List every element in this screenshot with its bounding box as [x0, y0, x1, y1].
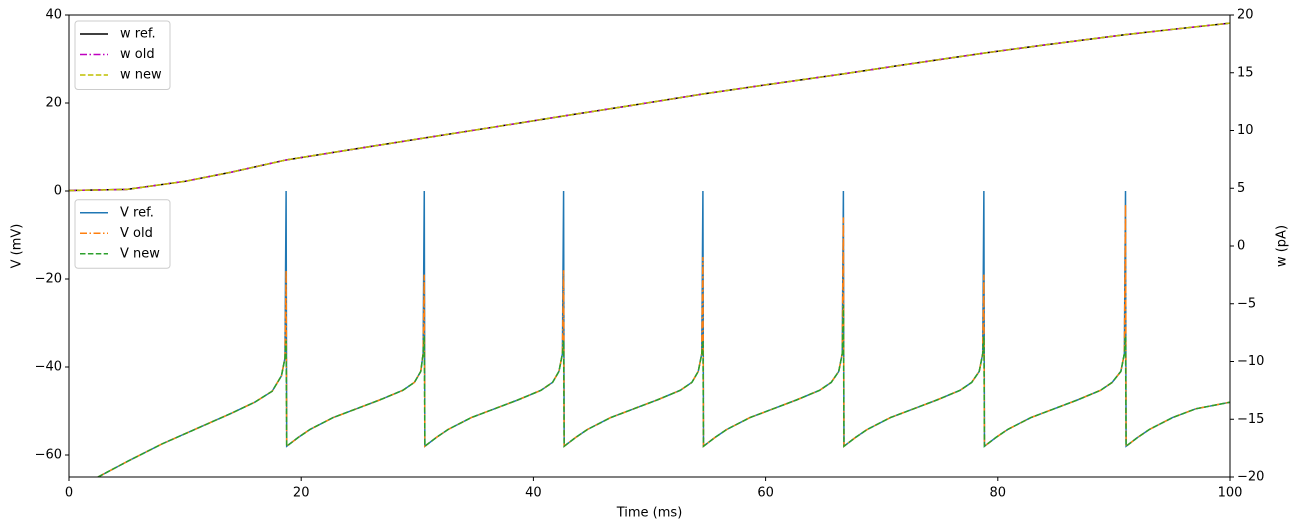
- series-line: [97, 204, 1230, 477]
- plot-lines: [69, 22, 1230, 477]
- series-line: [97, 305, 1230, 477]
- legend-label: V old: [120, 226, 153, 241]
- y2-axis-label: w (pA): [1275, 225, 1290, 267]
- y2-tick-label: −5: [1237, 296, 1256, 311]
- y-tick-label: −40: [35, 360, 62, 375]
- y2-tick-label: −20: [1237, 470, 1264, 485]
- x-tick-label: 20: [293, 486, 310, 501]
- series-line: [69, 22, 1230, 192]
- y-tick-label: 40: [45, 8, 62, 23]
- y-tick-label: −60: [35, 448, 62, 463]
- y2-tick-label: −10: [1237, 354, 1264, 369]
- y2-tick-label: −15: [1237, 412, 1264, 427]
- legend-label: V ref.: [120, 205, 154, 220]
- series-line: [97, 190, 1230, 477]
- y-tick-label: 20: [45, 96, 62, 111]
- y-tick-label: −20: [35, 272, 62, 287]
- y-axis-label: V (mV): [10, 224, 25, 269]
- legend-label: w new: [120, 68, 162, 83]
- y2-tick-label: 15: [1237, 65, 1254, 80]
- y2-tick-label: 20: [1237, 8, 1254, 23]
- x-axis-label: Time (ms): [616, 506, 683, 521]
- series-line: [69, 22, 1230, 192]
- y-tick-label: 0: [54, 184, 62, 199]
- legend-box: [74, 20, 171, 90]
- legend-label: w old: [120, 47, 155, 62]
- x-tick-label: 80: [990, 486, 1007, 501]
- x-tick-label: 100: [1218, 486, 1243, 501]
- x-tick-label: 40: [525, 486, 542, 501]
- series-line: [69, 22, 1230, 192]
- y2-tick-label: 5: [1237, 181, 1245, 196]
- x-tick-label: 60: [757, 486, 774, 501]
- legend-box: [74, 199, 171, 269]
- y2-tick-label: 10: [1237, 123, 1254, 138]
- legend-label: w ref.: [120, 27, 156, 42]
- y2-tick-label: 0: [1237, 239, 1245, 254]
- x-tick-label: 0: [65, 486, 73, 501]
- legend-label: V new: [120, 246, 160, 261]
